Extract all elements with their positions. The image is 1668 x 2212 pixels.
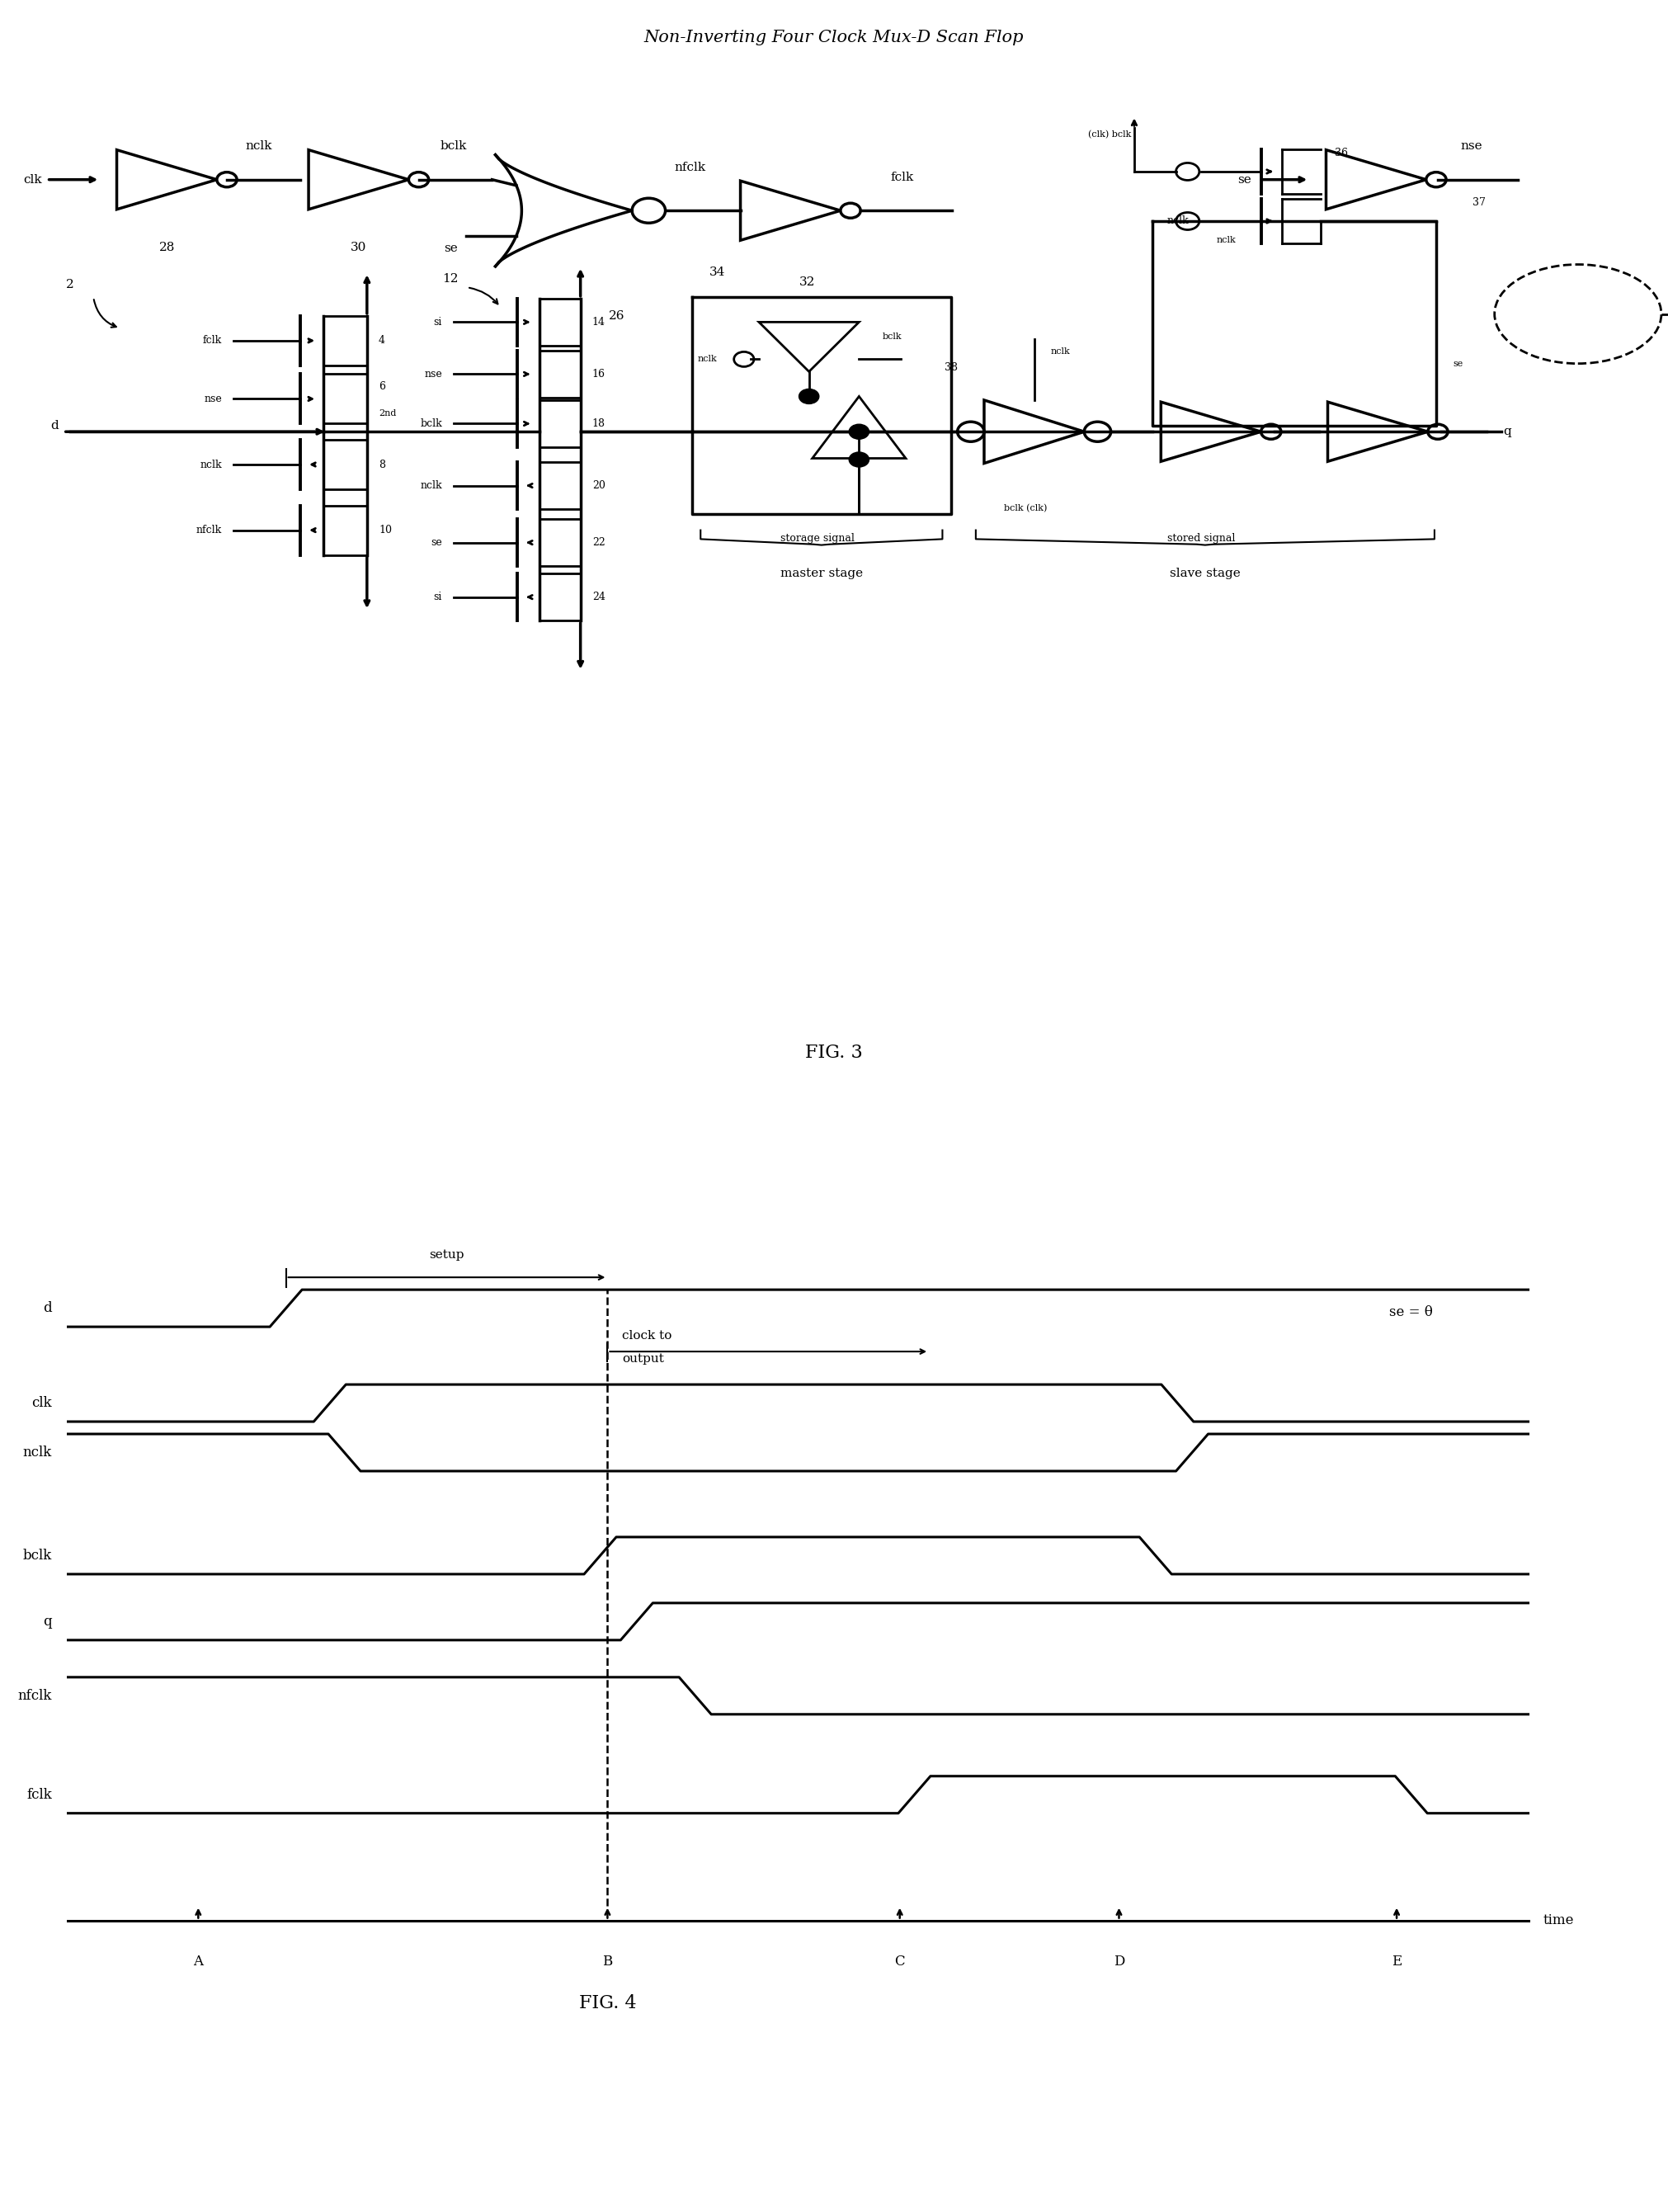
Text: bclk: bclk (420, 418, 442, 429)
Text: 26: 26 (609, 310, 626, 321)
Text: 8: 8 (379, 460, 385, 469)
Text: D: D (1114, 1955, 1124, 1969)
Text: FIG. 3: FIG. 3 (806, 1044, 862, 1062)
Text: E: E (1391, 1955, 1401, 1969)
Text: 12: 12 (442, 272, 459, 285)
Text: nclk: nclk (245, 139, 272, 153)
Text: FIG. 4: FIG. 4 (579, 1993, 636, 2013)
Text: q: q (43, 1615, 52, 1628)
Text: output: output (622, 1354, 664, 1365)
Text: nclk: nclk (697, 356, 717, 363)
Text: d: d (43, 1301, 52, 1316)
Text: fclk: fclk (891, 170, 914, 184)
Text: (clk) bclk: (clk) bclk (1088, 131, 1131, 139)
Text: nse: nse (1460, 139, 1483, 153)
Text: d: d (50, 420, 58, 431)
Text: se: se (444, 243, 459, 254)
Text: 30: 30 (350, 241, 367, 254)
Text: nse: nse (424, 369, 442, 380)
Text: slave stage: slave stage (1169, 566, 1241, 580)
Text: 24: 24 (592, 591, 605, 602)
Text: clock to: clock to (622, 1329, 672, 1343)
Circle shape (849, 451, 869, 467)
Text: 32: 32 (799, 276, 816, 288)
Text: q: q (1503, 427, 1511, 438)
Text: se: se (430, 538, 442, 549)
Text: stored signal: stored signal (1168, 533, 1234, 544)
Text: 2nd: 2nd (379, 409, 397, 418)
Text: 20: 20 (592, 480, 605, 491)
Text: C: C (894, 1955, 906, 1969)
Text: 6: 6 (379, 380, 385, 392)
Text: 34: 34 (709, 268, 726, 279)
Text: nfclk: nfclk (18, 1688, 52, 1703)
Text: nclk: nclk (23, 1444, 52, 1460)
Text: time: time (1543, 1913, 1573, 1927)
Text: bclk: bclk (440, 139, 467, 153)
Text: si: si (434, 591, 442, 602)
Circle shape (849, 425, 869, 440)
Text: bclk: bclk (882, 332, 902, 341)
Text: setup: setup (429, 1250, 464, 1261)
Text: nclk: nclk (1216, 234, 1236, 243)
Text: nfclk: nfclk (674, 161, 706, 173)
Text: Non-Inverting Four Clock Mux-D Scan Flop: Non-Inverting Four Clock Mux-D Scan Flop (644, 29, 1024, 44)
Text: A: A (193, 1955, 203, 1969)
Text: 14: 14 (592, 316, 605, 327)
Text: fclk: fclk (27, 1787, 52, 1803)
Text: se = θ: se = θ (1389, 1305, 1433, 1318)
Text: nclk: nclk (200, 460, 222, 469)
Text: nclk: nclk (420, 480, 442, 491)
Text: se: se (1453, 358, 1463, 367)
Text: nclk: nclk (1168, 217, 1189, 226)
Text: 16: 16 (592, 369, 605, 380)
Text: 37: 37 (1473, 197, 1486, 208)
Circle shape (799, 389, 819, 405)
Text: si: si (434, 316, 442, 327)
Text: bclk (clk): bclk (clk) (1004, 504, 1048, 513)
Text: se: se (1238, 175, 1251, 186)
Text: master stage: master stage (781, 566, 862, 580)
Text: 18: 18 (592, 418, 605, 429)
Text: fclk: fclk (203, 336, 222, 345)
Text: 2: 2 (67, 279, 73, 290)
Text: 10: 10 (379, 524, 392, 535)
Text: 36: 36 (1334, 148, 1348, 159)
Text: 28: 28 (158, 241, 175, 254)
Text: nclk: nclk (1051, 347, 1071, 356)
Text: B: B (602, 1955, 612, 1969)
Text: nse: nse (203, 394, 222, 405)
Text: clk: clk (32, 1396, 52, 1409)
Text: nfclk: nfclk (197, 524, 222, 535)
Text: 38: 38 (944, 363, 957, 372)
Text: clk: clk (23, 175, 42, 186)
Text: 22: 22 (592, 538, 605, 549)
Text: bclk: bclk (23, 1548, 52, 1562)
Text: storage signal: storage signal (781, 533, 854, 544)
Text: 4: 4 (379, 336, 385, 345)
